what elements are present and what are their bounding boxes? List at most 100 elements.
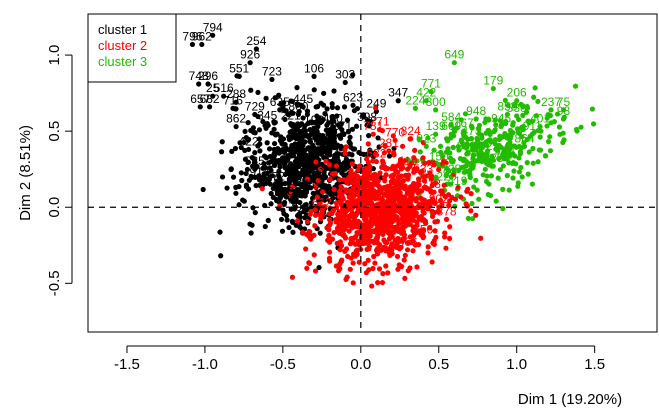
data-point (589, 106, 595, 112)
data-point (243, 182, 250, 188)
data-point (505, 141, 511, 147)
data-point (475, 143, 481, 149)
data-point (295, 212, 302, 218)
data-point (230, 174, 237, 180)
data-point (363, 270, 369, 276)
data-point (290, 219, 296, 225)
data-point (433, 107, 439, 113)
x-tick-label: 1.5 (584, 356, 605, 373)
point-label: 623 (343, 90, 363, 104)
point-label: 635 (270, 95, 290, 109)
data-point (321, 102, 327, 108)
data-point (514, 98, 520, 104)
data-point (252, 111, 258, 118)
data-point (361, 114, 367, 120)
data-point (334, 143, 340, 150)
data-point (469, 216, 476, 222)
data-point (416, 201, 423, 207)
data-point (355, 176, 361, 182)
data-point (386, 250, 393, 256)
point-label: 914 (249, 165, 269, 179)
data-point (255, 89, 261, 96)
data-point (311, 232, 317, 238)
point-label: 171 (332, 119, 352, 133)
data-point (375, 280, 381, 286)
data-point (279, 228, 286, 234)
data-point (530, 160, 536, 166)
data-point (356, 163, 362, 169)
data-point (392, 185, 398, 191)
data-point (268, 167, 274, 174)
data-point (487, 137, 493, 143)
data-point (337, 213, 343, 219)
data-point (321, 90, 327, 96)
data-point (294, 85, 300, 91)
data-point (276, 188, 282, 195)
data-point (376, 144, 382, 150)
data-point (302, 147, 308, 153)
data-point (408, 161, 414, 167)
data-point (339, 257, 345, 263)
data-point (350, 280, 356, 286)
data-point (370, 265, 376, 272)
data-point (364, 151, 370, 157)
data-point (572, 83, 579, 89)
data-point (286, 224, 292, 231)
data-point (500, 186, 506, 192)
data-point (256, 177, 263, 183)
x-tick-label: -0.5 (270, 356, 296, 373)
x-tick-label: 1.0 (506, 356, 527, 373)
data-point (557, 131, 563, 137)
data-point (304, 108, 311, 114)
data-point (368, 175, 374, 181)
point-label: 98 (557, 104, 571, 118)
data-point (519, 174, 525, 180)
point-label: 530 (507, 101, 527, 115)
data-point (448, 122, 454, 128)
data-point (290, 143, 296, 149)
data-point (451, 171, 457, 177)
data-point (561, 137, 567, 143)
data-point (390, 218, 397, 224)
data-point (386, 148, 392, 154)
data-point (269, 155, 276, 161)
data-point (233, 99, 239, 105)
data-point (407, 234, 413, 240)
data-point (278, 192, 284, 198)
data-point (345, 129, 352, 135)
data-point (535, 98, 541, 105)
point-label: 748 (189, 69, 209, 83)
data-point (507, 135, 513, 142)
data-point (397, 184, 403, 191)
data-point (421, 210, 427, 216)
point-label: 794 (203, 20, 223, 34)
data-point (337, 177, 343, 183)
data-point (276, 168, 282, 174)
data-point (411, 169, 417, 175)
data-point (383, 192, 389, 198)
data-point (377, 242, 383, 248)
data-point (251, 158, 258, 164)
data-point (268, 201, 274, 207)
data-point (351, 251, 357, 257)
data-point (389, 197, 395, 203)
point-label: 193 (304, 113, 324, 127)
data-point (297, 122, 303, 129)
data-point (488, 173, 495, 179)
data-point (264, 120, 270, 127)
point-label: 25 (206, 81, 220, 95)
data-point (383, 263, 389, 269)
data-point (510, 175, 516, 181)
point-label: 419 (398, 154, 418, 168)
data-point (501, 155, 507, 162)
data-point (476, 196, 482, 202)
legend-box (87, 13, 177, 83)
data-point (372, 105, 379, 111)
data-point (339, 208, 345, 214)
data-point (274, 198, 280, 204)
data-point (311, 87, 317, 93)
point-label: 303 (335, 67, 355, 81)
data-point (485, 191, 491, 198)
data-point (205, 81, 211, 87)
data-point (344, 117, 351, 123)
